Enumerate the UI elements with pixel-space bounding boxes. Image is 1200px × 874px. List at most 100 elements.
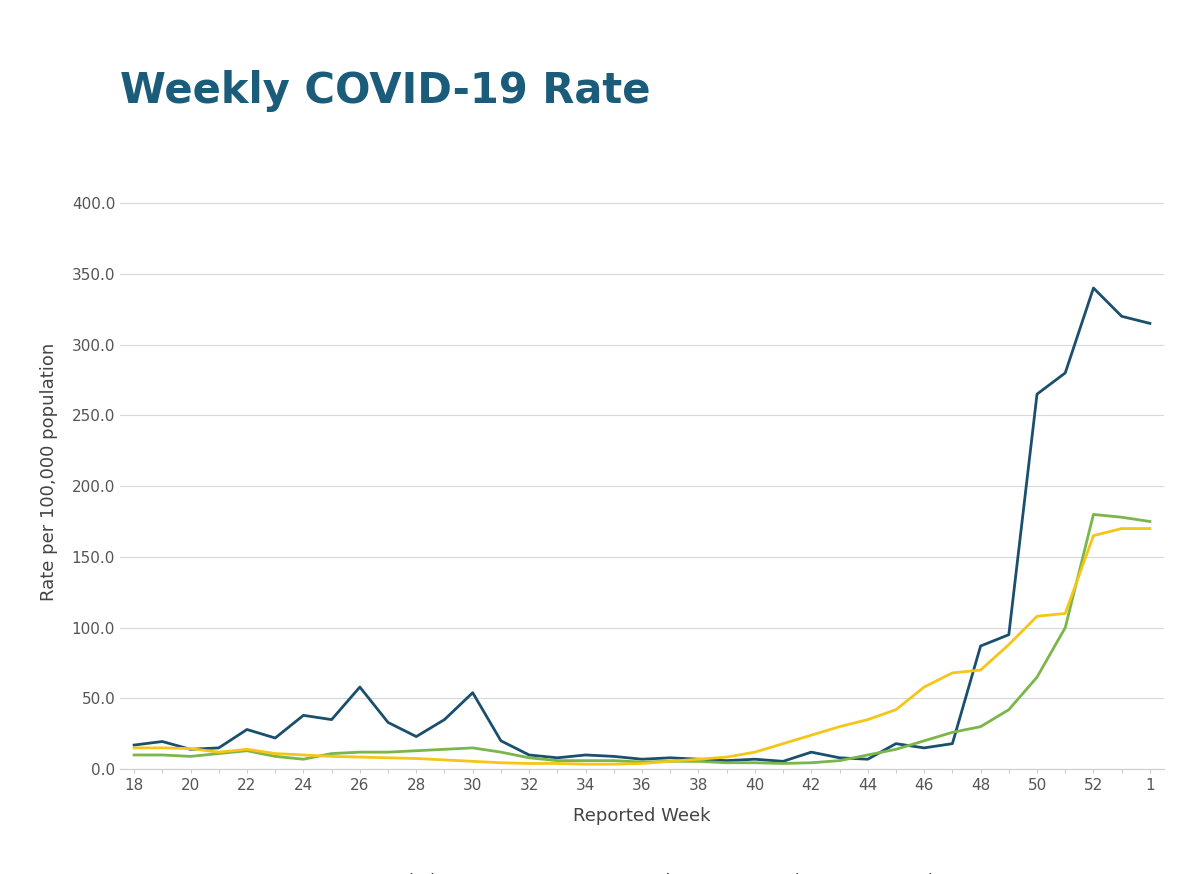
- Southwestern Ontario: [860, 750, 875, 760]
- Windsor-Essex Rate: [493, 736, 508, 746]
- Line: Southwestern Ontario: Southwestern Ontario: [134, 515, 1150, 764]
- Windsor-Essex Rate: [184, 744, 198, 754]
- Windsor-Essex Rate: [466, 688, 480, 698]
- Ontario: [353, 752, 367, 762]
- Ontario: [1002, 640, 1016, 650]
- Windsor-Essex Rate: [437, 714, 451, 725]
- Southwestern Ontario: [211, 748, 226, 759]
- Windsor-Essex Rate: [635, 754, 649, 765]
- Southwestern Ontario: [691, 756, 706, 766]
- Windsor-Essex Rate: [578, 750, 593, 760]
- Legend: Windsor-Essex Rate, Southwestern Ontario, Ontario: Windsor-Essex Rate, Southwestern Ontario…: [335, 867, 949, 874]
- Windsor-Essex Rate: [409, 732, 424, 742]
- Southwestern Ontario: [522, 753, 536, 763]
- Windsor-Essex Rate: [550, 753, 564, 763]
- Southwestern Ontario: [578, 755, 593, 766]
- Southwestern Ontario: [380, 747, 395, 758]
- Southwestern Ontario: [1142, 517, 1157, 527]
- Southwestern Ontario: [184, 751, 198, 761]
- Ontario: [240, 744, 254, 754]
- Windsor-Essex Rate: [664, 753, 678, 763]
- Windsor-Essex Rate: [889, 739, 904, 749]
- Windsor-Essex Rate: [155, 736, 169, 746]
- Ontario: [635, 759, 649, 769]
- Southwestern Ontario: [155, 750, 169, 760]
- Southwestern Ontario: [1115, 512, 1129, 523]
- Southwestern Ontario: [889, 744, 904, 754]
- Windsor-Essex Rate: [1115, 311, 1129, 322]
- Windsor-Essex Rate: [804, 747, 818, 758]
- Southwestern Ontario: [1002, 704, 1016, 715]
- Windsor-Essex Rate: [1030, 389, 1044, 399]
- Southwestern Ontario: [1086, 510, 1100, 520]
- Ontario: [1115, 524, 1129, 534]
- Windsor-Essex Rate: [353, 682, 367, 692]
- Southwestern Ontario: [917, 736, 931, 746]
- Windsor-Essex Rate: [833, 753, 847, 763]
- Ontario: [1058, 608, 1073, 619]
- Windsor-Essex Rate: [324, 714, 338, 725]
- Y-axis label: Rate per 100,000 population: Rate per 100,000 population: [40, 343, 58, 601]
- Windsor-Essex Rate: [860, 754, 875, 765]
- Southwestern Ontario: [833, 755, 847, 766]
- Text: Weekly COVID-19 Rate: Weekly COVID-19 Rate: [120, 70, 650, 112]
- Line: Windsor-Essex Rate: Windsor-Essex Rate: [134, 288, 1150, 761]
- Ontario: [155, 743, 169, 753]
- X-axis label: Reported Week: Reported Week: [574, 807, 710, 825]
- Ontario: [1142, 524, 1157, 534]
- Windsor-Essex Rate: [211, 743, 226, 753]
- Ontario: [437, 754, 451, 765]
- Ontario: [493, 758, 508, 768]
- Southwestern Ontario: [550, 755, 564, 766]
- Ontario: [324, 751, 338, 761]
- Windsor-Essex Rate: [296, 710, 311, 720]
- Windsor-Essex Rate: [1142, 318, 1157, 329]
- Ontario: [296, 750, 311, 760]
- Ontario: [720, 752, 734, 762]
- Line: Ontario: Ontario: [134, 529, 1150, 764]
- Ontario: [833, 721, 847, 732]
- Ontario: [946, 668, 960, 678]
- Ontario: [889, 704, 904, 715]
- Ontario: [268, 748, 282, 759]
- Southwestern Ontario: [804, 758, 818, 768]
- Southwestern Ontario: [973, 721, 988, 732]
- Ontario: [578, 759, 593, 769]
- Southwestern Ontario: [635, 757, 649, 767]
- Ontario: [776, 739, 791, 749]
- Ontario: [127, 743, 142, 753]
- Ontario: [691, 754, 706, 765]
- Southwestern Ontario: [720, 758, 734, 768]
- Ontario: [664, 756, 678, 766]
- Southwestern Ontario: [606, 755, 620, 766]
- Southwestern Ontario: [466, 743, 480, 753]
- Southwestern Ontario: [1030, 672, 1044, 683]
- Ontario: [860, 714, 875, 725]
- Windsor-Essex Rate: [240, 725, 254, 735]
- Ontario: [1030, 611, 1044, 621]
- Windsor-Essex Rate: [522, 750, 536, 760]
- Windsor-Essex Rate: [1002, 629, 1016, 640]
- Windsor-Essex Rate: [380, 718, 395, 728]
- Southwestern Ontario: [748, 758, 762, 768]
- Southwestern Ontario: [240, 746, 254, 756]
- Southwestern Ontario: [664, 756, 678, 766]
- Windsor-Essex Rate: [776, 756, 791, 766]
- Ontario: [973, 665, 988, 676]
- Ontario: [211, 747, 226, 758]
- Southwestern Ontario: [946, 727, 960, 738]
- Ontario: [1086, 531, 1100, 541]
- Southwestern Ontario: [1058, 622, 1073, 633]
- Ontario: [380, 753, 395, 763]
- Southwestern Ontario: [268, 751, 282, 761]
- Southwestern Ontario: [353, 747, 367, 758]
- Southwestern Ontario: [127, 750, 142, 760]
- Ontario: [522, 759, 536, 769]
- Ontario: [409, 753, 424, 764]
- Ontario: [748, 747, 762, 758]
- Ontario: [550, 759, 564, 769]
- Ontario: [804, 730, 818, 740]
- Windsor-Essex Rate: [720, 755, 734, 766]
- Southwestern Ontario: [296, 754, 311, 765]
- Southwestern Ontario: [437, 744, 451, 754]
